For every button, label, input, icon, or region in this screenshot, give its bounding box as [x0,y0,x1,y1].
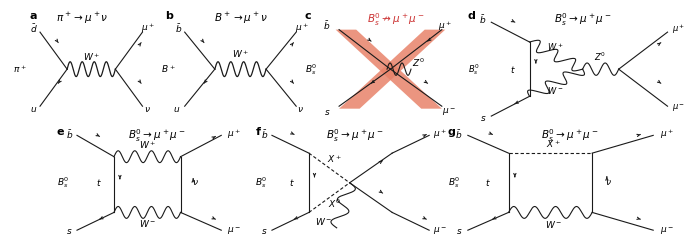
Text: d: d [468,11,476,21]
Text: $Z^0$: $Z^0$ [412,57,424,69]
Text: $\pi^+ \to \mu^+\nu$: $\pi^+ \to \mu^+\nu$ [56,11,108,26]
Text: $\mu^-$: $\mu^-$ [660,226,674,237]
Text: $\mu^+$: $\mu^+$ [660,127,674,141]
Text: $s$: $s$ [66,227,73,236]
Text: $t$: $t$ [289,177,295,188]
Text: $s$: $s$ [324,108,330,117]
Text: $\bar{b}$: $\bar{b}$ [479,13,486,26]
Text: $B_s^0 \to \mu^+\mu^-$: $B_s^0 \to \mu^+\mu^-$ [326,127,384,144]
Text: $B_s^0$: $B_s^0$ [57,175,69,190]
Text: $B_s^0 \to \mu^+\mu^-$: $B_s^0 \to \mu^+\mu^-$ [553,11,612,28]
Text: $s$: $s$ [261,227,268,236]
Text: $B_s^0$: $B_s^0$ [305,62,317,77]
Text: $W^-$: $W^-$ [547,85,563,96]
Text: $\mu^+$: $\mu^+$ [227,127,241,141]
Text: $\mu^+$: $\mu^+$ [672,23,685,37]
Text: $\mu^-$: $\mu^-$ [227,226,241,237]
Text: $X^+$: $X^+$ [546,138,561,149]
Text: f: f [256,127,260,137]
Text: $t$: $t$ [97,177,102,188]
Text: $\pi^+$: $\pi^+$ [13,63,27,75]
Text: e: e [57,127,64,137]
Text: $W^-$: $W^-$ [315,216,332,227]
Text: $X^0$: $X^0$ [328,198,341,210]
Text: $W^+$: $W^+$ [82,51,100,63]
Polygon shape [336,30,442,109]
Polygon shape [339,30,445,109]
Text: $s$: $s$ [456,227,462,236]
Text: a: a [29,11,37,21]
Text: $\mu^+$: $\mu^+$ [142,21,155,35]
Text: $u$: $u$ [173,105,181,114]
Text: $\bar{b}$: $\bar{b}$ [175,22,182,35]
Text: b: b [165,11,173,21]
Text: $B^+ \to \mu^+\nu$: $B^+ \to \mu^+\nu$ [214,11,267,26]
Text: $W^-$: $W^-$ [138,218,156,228]
Text: $\bar{b}$: $\bar{b}$ [66,128,73,141]
Text: $\mu^-$: $\mu^-$ [433,226,447,237]
Text: $\bar{b}$: $\bar{b}$ [323,20,331,32]
Text: $u$: $u$ [30,105,38,114]
Text: $\mu^+$: $\mu^+$ [295,21,309,35]
Text: c: c [305,11,312,21]
Text: $t$: $t$ [485,177,491,188]
Text: $t$: $t$ [510,64,515,75]
Text: $B_s^0$: $B_s^0$ [256,175,268,190]
Text: g: g [447,127,456,137]
Text: $\mu^+$: $\mu^+$ [438,19,452,33]
Text: $W^-$: $W^-$ [545,219,562,230]
Text: $\mu^-$: $\mu^-$ [442,107,456,118]
Text: $\mu^-$: $\mu^-$ [672,103,685,114]
Text: $W^+$: $W^+$ [547,41,563,53]
Text: $s$: $s$ [479,114,486,123]
Text: $\bar{b}$: $\bar{b}$ [455,128,462,141]
Text: $W^+$: $W^+$ [232,48,249,60]
Text: $\bar{d}$: $\bar{d}$ [30,22,38,35]
Text: $Z^0$: $Z^0$ [594,51,606,63]
Text: $B_s^0$: $B_s^0$ [468,62,479,77]
Text: $\bar{b}$: $\bar{b}$ [261,128,269,141]
Text: $\nu$: $\nu$ [297,105,304,114]
Text: $B_s^0$: $B_s^0$ [447,175,460,190]
Text: $B_s^0 \to \mu^+\mu^-$: $B_s^0 \to \mu^+\mu^-$ [540,127,599,144]
Text: $B_s^0 \to \mu^+\mu^-$: $B_s^0 \to \mu^+\mu^-$ [127,127,186,144]
Text: $\nu$: $\nu$ [192,178,199,187]
Text: $W^+$: $W^+$ [138,139,156,151]
Text: $\nu$: $\nu$ [144,105,151,114]
Text: $B^+$: $B^+$ [160,63,175,75]
Text: $X^+$: $X^+$ [327,153,342,165]
Text: $\mu^+$: $\mu^+$ [433,127,447,141]
Text: $\nu$: $\nu$ [605,178,612,187]
Text: $B_s^0 \nrightarrow \mu^+\mu^-$: $B_s^0 \nrightarrow \mu^+\mu^-$ [366,11,425,28]
